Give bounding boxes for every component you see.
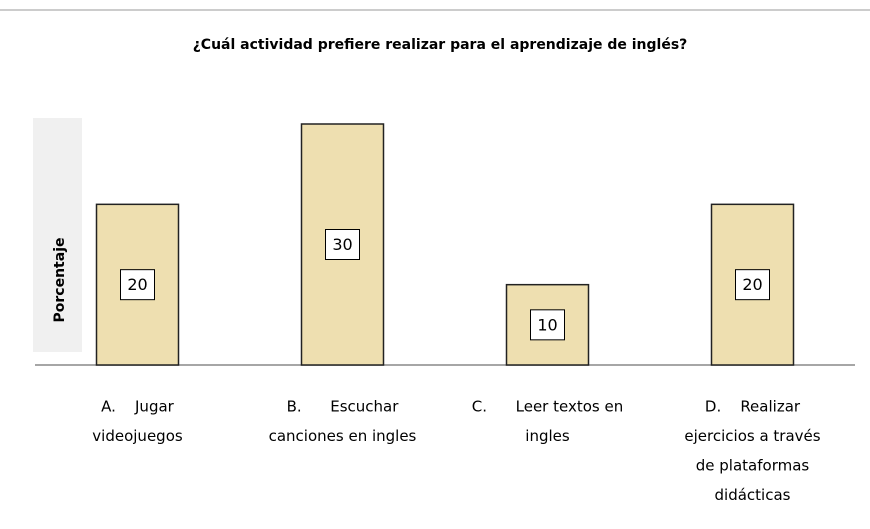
- value-label-box: [530, 309, 565, 341]
- value-label-box: [735, 269, 770, 301]
- value-label: 30: [332, 235, 352, 254]
- x-tick-label: A. Jugar: [101, 398, 174, 416]
- value-label: 20: [742, 275, 762, 294]
- x-tick-label: ingles: [525, 427, 570, 445]
- value-label: 10: [537, 315, 557, 334]
- x-tick-label: videojuegos: [92, 427, 183, 445]
- x-tick-label: didácticas: [715, 486, 791, 504]
- x-tick-label: canciones en ingles: [269, 427, 417, 445]
- x-tick-label: C. Leer textos en: [472, 398, 623, 416]
- x-tick-label: D. Realizar: [705, 398, 801, 416]
- y-label-box: [33, 118, 82, 352]
- value-label-box: [120, 269, 155, 301]
- x-tick-label: B. Escuchar: [287, 398, 400, 416]
- x-tick-label: de plataformas: [696, 457, 810, 475]
- value-label: 20: [127, 275, 147, 294]
- y-axis-label: Porcentaje: [52, 238, 68, 323]
- chart-title: ¿Cuál actividad prefiere realizar para e…: [193, 37, 688, 53]
- x-tick-label: ejercicios a través: [684, 427, 820, 445]
- value-label-box: [325, 229, 360, 260]
